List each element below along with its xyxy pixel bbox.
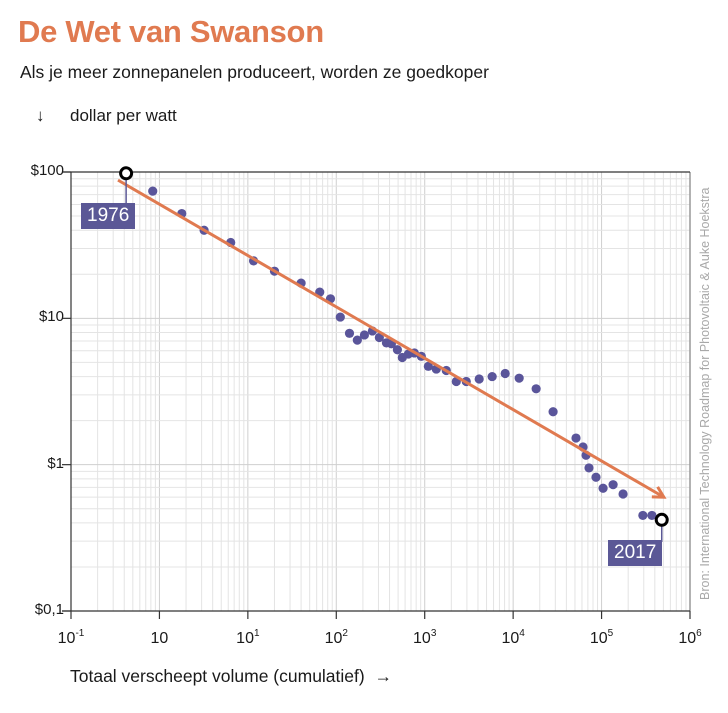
data-point: [598, 483, 608, 493]
x-tick-label: 105: [590, 628, 613, 648]
x-tick-label: 101: [236, 628, 259, 648]
annotation-2017: 2017: [608, 540, 663, 566]
y-axis-label-text: dollar per watt: [70, 106, 177, 125]
x-tick-base: 10: [150, 630, 169, 647]
data-point: [647, 510, 657, 521]
data-point: [487, 371, 497, 382]
annotation-1976: 1976: [81, 203, 136, 229]
x-tick-base: 10: [236, 630, 254, 647]
data-point: [531, 384, 541, 394]
x-axis-label: Totaal verscheept volume (cumulatief) →: [70, 666, 392, 687]
arrow-right-icon: →: [374, 666, 392, 686]
data-point: [500, 368, 510, 379]
x-tick-exponent: 2: [342, 628, 348, 639]
x-tick-exponent: 4: [519, 628, 525, 639]
source-credit: Bron: International Technology Roadmap f…: [698, 187, 712, 600]
x-tick-exponent: 3: [430, 628, 437, 639]
data-point: [618, 489, 628, 499]
x-tick-exponent: 6: [696, 628, 702, 639]
data-point: [148, 186, 158, 196]
x-tick-label: 106: [678, 628, 701, 648]
x-tick-exponent: -1: [75, 628, 85, 639]
x-tick-label: 10: [151, 628, 169, 648]
data-point: [514, 373, 524, 383]
chart-title: De Wet van Swanson: [18, 14, 324, 49]
data-point: [638, 510, 648, 521]
x-axis-label-text: Totaal verscheept volume (cumulatief): [70, 666, 365, 686]
y-axis-label: ↓ dollar per watt: [36, 106, 177, 126]
x-tick-label: 10-1: [58, 628, 85, 648]
x-tick-base: 10: [413, 630, 431, 647]
trend-arrow-line: [117, 178, 665, 499]
data-point: [608, 480, 618, 490]
data-point: [571, 433, 581, 443]
data-point: [423, 361, 433, 371]
data-point: [359, 330, 370, 340]
data-point: [344, 328, 355, 338]
data-point: [548, 407, 558, 417]
annotation-marker: [654, 512, 669, 527]
data-point: [392, 345, 402, 355]
trend-arrowhead-icon: [651, 486, 667, 499]
data-point: [591, 472, 601, 482]
y-tick-label: $1: [47, 454, 64, 472]
data-point: [374, 332, 384, 343]
x-tick-base: 10: [324, 630, 343, 647]
x-tick-label: 102: [325, 628, 348, 648]
data-point: [584, 463, 594, 473]
x-tick-base: 10: [501, 630, 520, 647]
chart-subtitle: Als je meer zonnepanelen produceert, wor…: [20, 62, 489, 82]
x-tick-exponent: 5: [607, 628, 614, 639]
x-tick-base: 10: [678, 630, 697, 647]
annotation-marker: [119, 166, 134, 181]
data-point: [352, 335, 362, 345]
x-tick-exponent: 1: [253, 628, 260, 639]
arrow-down-icon: ↓: [36, 106, 45, 125]
data-point: [474, 374, 484, 384]
y-tick-label: $10: [38, 308, 64, 326]
x-tick-label: 103: [413, 628, 436, 648]
x-tick-label: 104: [501, 628, 524, 648]
x-tick-base: 10: [589, 630, 608, 647]
data-point: [335, 312, 345, 322]
y-tick-label: $100: [30, 162, 64, 179]
x-tick-base: 10: [57, 630, 76, 647]
y-tick-label: $0,1: [34, 601, 64, 618]
